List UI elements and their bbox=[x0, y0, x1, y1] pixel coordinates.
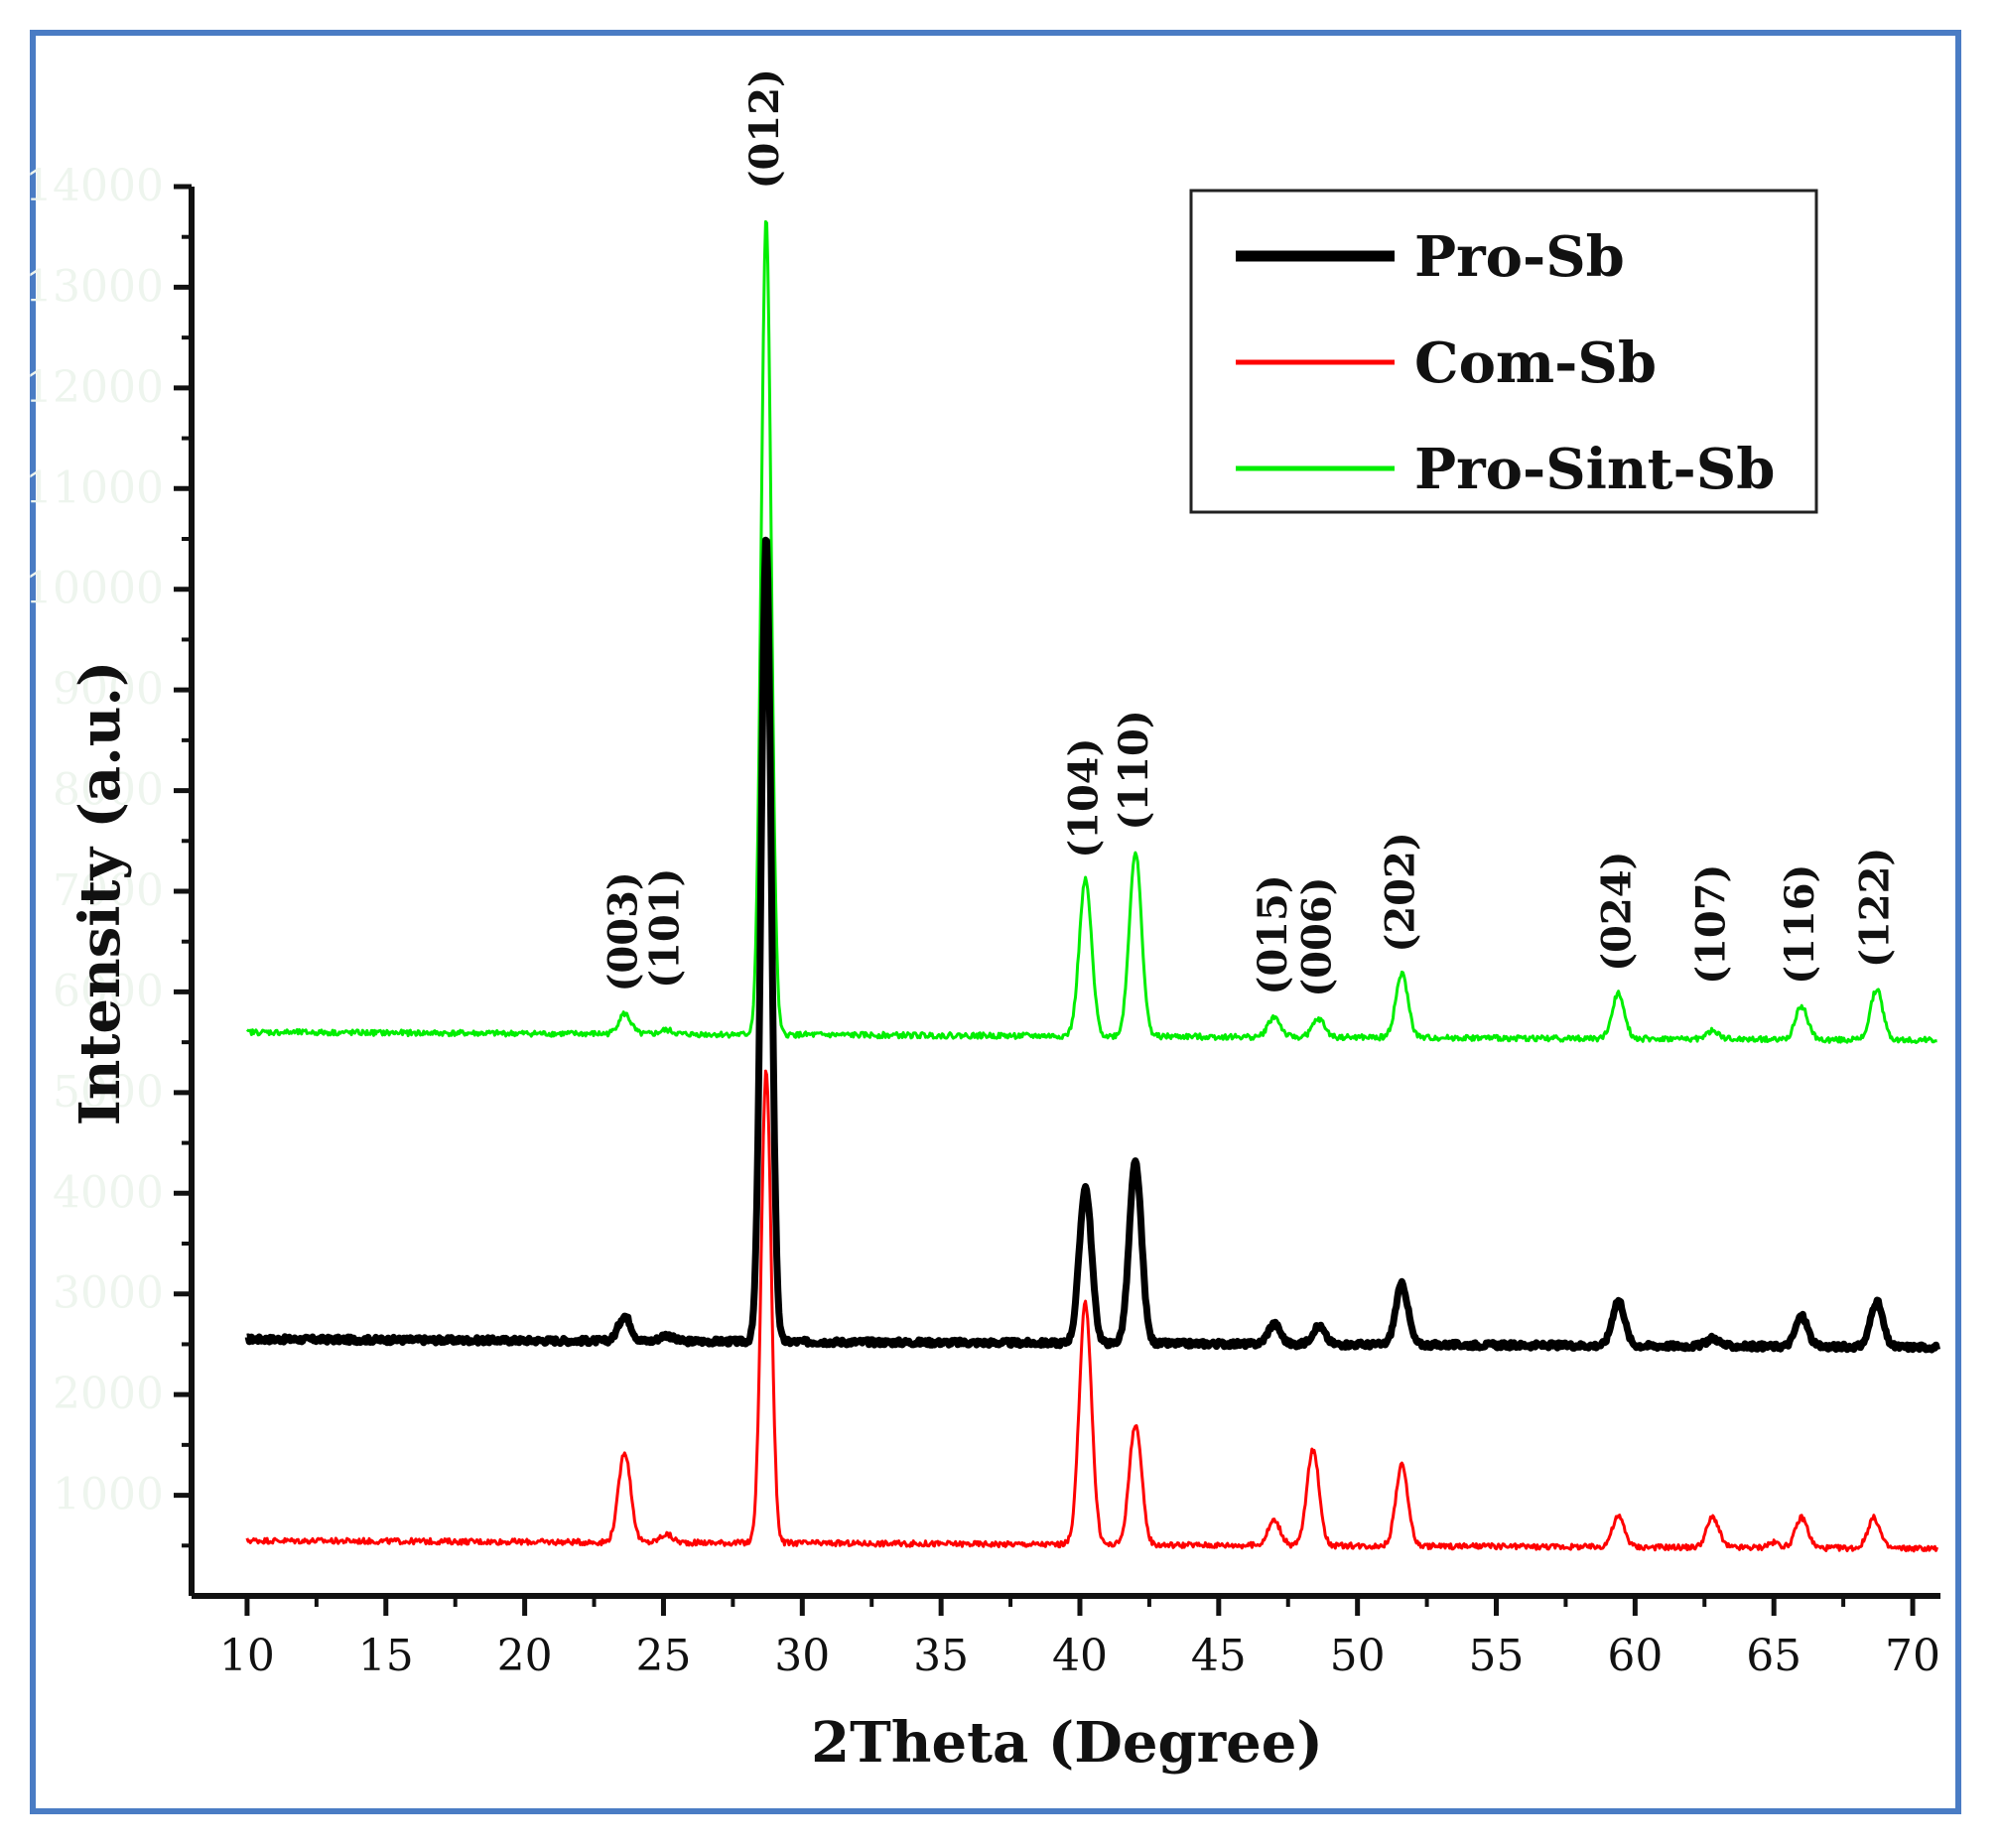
y-tick-label: 5000 bbox=[53, 1067, 164, 1118]
legend-label: Pro-Sb bbox=[1414, 224, 1625, 290]
x-tick-label: 65 bbox=[1746, 1631, 1801, 1681]
y-tick-label: 13000 bbox=[25, 261, 164, 312]
peak-label: (202) bbox=[1377, 832, 1423, 952]
x-tick-label: 40 bbox=[1052, 1631, 1108, 1681]
x-tick-label: 70 bbox=[1885, 1631, 1940, 1681]
x-tick-label: 35 bbox=[913, 1631, 969, 1681]
y-tick-label: 4000 bbox=[53, 1167, 164, 1218]
y-axis-ticks: 1000 2000 3000 4000 5000 6000 7000 8000 9000 1000… bbox=[25, 161, 192, 1548]
x-tick-label: 45 bbox=[1191, 1631, 1247, 1681]
peak-label: (122) bbox=[1852, 848, 1899, 968]
x-tick-label: 25 bbox=[635, 1631, 691, 1681]
x-tick-label: 60 bbox=[1607, 1631, 1663, 1681]
series-line-pro-sb bbox=[244, 536, 1941, 1354]
x-tick-label: 30 bbox=[774, 1631, 830, 1681]
peak-label: (003) bbox=[600, 871, 646, 991]
y-tick-label: 8000 bbox=[53, 765, 164, 816]
y-tick-label: 3000 bbox=[53, 1268, 164, 1319]
x-tick-label: 20 bbox=[497, 1631, 553, 1681]
series-line-pro-sint-sb bbox=[245, 219, 1937, 1044]
peak-label: (116) bbox=[1777, 864, 1823, 985]
y-tick-label: 7000 bbox=[53, 865, 164, 916]
legend-label: Pro-Sint-Sb bbox=[1414, 437, 1775, 502]
peak-label: (101) bbox=[641, 868, 688, 989]
y-tick-label: 2000 bbox=[53, 1369, 164, 1419]
y-tick-label: 11000 bbox=[25, 462, 164, 513]
x-tick-label: 15 bbox=[358, 1631, 414, 1681]
peak-label: (024) bbox=[1594, 852, 1641, 972]
y-tick-label: 14000 bbox=[25, 161, 164, 211]
legend: Pro-Sb Com-Sb Pro-Sint-Sb bbox=[1189, 189, 1818, 514]
series-line-com-sb bbox=[245, 1069, 1939, 1553]
legend-label: Com-Sb bbox=[1414, 330, 1657, 396]
legend-box bbox=[1189, 189, 1818, 514]
x-tick-label: 50 bbox=[1330, 1631, 1386, 1681]
x-axis-ticks: 10 15 20 25 30 35 40 45 50 55 60 65 70 bbox=[219, 1596, 1940, 1681]
y-tick-label: 9000 bbox=[53, 664, 164, 715]
y-axis-label: Intensity (a.u.) bbox=[67, 661, 133, 1126]
peak-label: (012) bbox=[741, 68, 788, 189]
y-tick-label: 1000 bbox=[53, 1470, 164, 1520]
x-tick-label: 10 bbox=[219, 1631, 275, 1681]
peak-label: (107) bbox=[1688, 864, 1735, 985]
y-tick-label: 6000 bbox=[53, 966, 164, 1016]
y-tick-label: 10000 bbox=[25, 564, 164, 614]
y-tick-label: 12000 bbox=[25, 362, 164, 413]
peak-label: (110) bbox=[1111, 710, 1157, 830]
peak-label: (104) bbox=[1061, 737, 1108, 858]
peak-annotations: (003)(101) (012) (104) (110) (015)(006) (202)… bbox=[600, 68, 1898, 997]
peak-label: (006) bbox=[1294, 876, 1341, 996]
series-layer bbox=[244, 219, 1941, 1553]
peak-label: (015) bbox=[1250, 874, 1296, 994]
x-axis-label: 2Theta (Degree) bbox=[811, 1710, 1323, 1776]
x-tick-label: 55 bbox=[1469, 1631, 1525, 1681]
